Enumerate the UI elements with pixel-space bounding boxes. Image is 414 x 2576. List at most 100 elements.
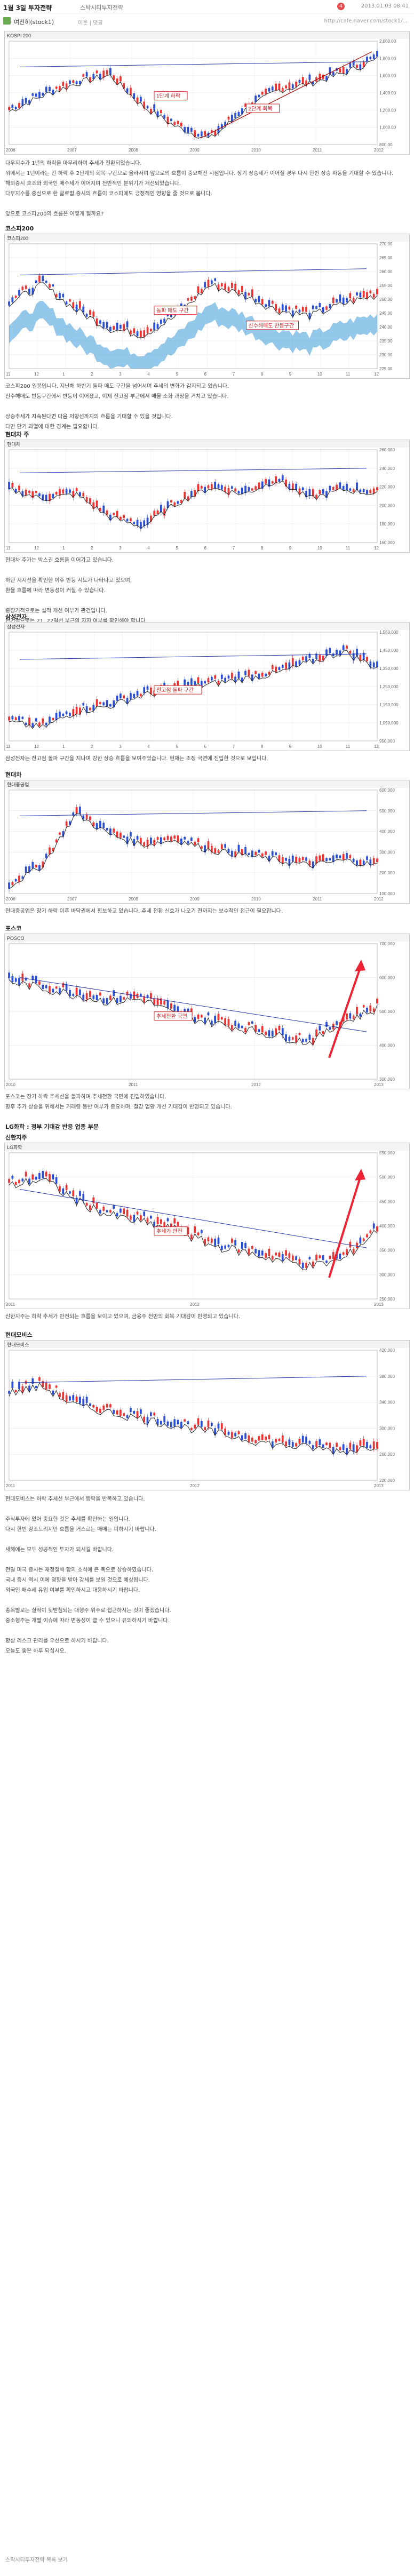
candle-body [194, 130, 196, 138]
candle-body [109, 995, 112, 1000]
candle-body [92, 1197, 95, 1203]
candle-body [301, 77, 304, 84]
x-tick-label: 2011 [313, 897, 322, 902]
candle-body [8, 301, 10, 306]
candle-body [95, 70, 98, 74]
x-tick-label: 8 [261, 546, 264, 551]
candle-body [281, 857, 284, 864]
candle-body [308, 489, 311, 497]
candle-body [248, 487, 250, 491]
candle-body [160, 1421, 162, 1425]
candle-body [120, 324, 122, 329]
candle-body [298, 488, 301, 495]
candle-body [49, 1384, 51, 1389]
candle-body [308, 1441, 311, 1444]
candle-body [21, 876, 24, 879]
y-tick-label: 1,050,000 [379, 721, 399, 725]
candle-body [261, 1250, 264, 1256]
candle-body [285, 1034, 287, 1042]
candle-body [237, 491, 240, 494]
candle-body [59, 832, 61, 835]
post-category[interactable]: 스탁시티투자전략 [80, 4, 123, 11]
x-tick-label: 12 [34, 372, 39, 377]
candle-body [234, 851, 237, 857]
candle-body [268, 1434, 270, 1440]
candle-body [200, 289, 203, 293]
x-tick-label: 11 [346, 744, 351, 749]
x-tick-label: 4 [147, 744, 150, 749]
candle-body [308, 313, 311, 320]
candle-body [295, 82, 297, 87]
author-meta[interactable]: 이웃 | 댓글 [78, 20, 103, 26]
candle-body [349, 1241, 352, 1248]
candle-body [336, 855, 338, 859]
candle-body [366, 292, 368, 299]
candle-body [258, 1436, 260, 1441]
candle-body [234, 1240, 237, 1246]
moving-average-line [9, 1178, 378, 1270]
candle-body [369, 57, 372, 59]
candle-body [28, 983, 30, 988]
chart-header-bar [5, 1341, 409, 1348]
y-tick-label: 1,400.00 [379, 91, 396, 95]
candle-body [254, 298, 257, 302]
plot-frame [9, 449, 378, 543]
section-title-7: 신한지주 [5, 1134, 27, 1141]
candle-body [49, 86, 51, 91]
candle-body [291, 1037, 294, 1040]
plot-frame [9, 1350, 378, 1481]
candle-body [72, 1395, 75, 1401]
y-tick-label: 600,000 [379, 976, 395, 980]
candle-body [352, 298, 355, 303]
candle-body [268, 87, 270, 92]
candle-body [31, 1378, 34, 1384]
candle-body [149, 687, 152, 695]
post-url[interactable]: http://cafe.naver.com/stock1/... [324, 18, 408, 24]
candle-body [38, 275, 41, 282]
x-tick-label: 2011 [313, 148, 322, 153]
candle-body [210, 484, 213, 490]
candle-body [31, 288, 34, 294]
candle-body [278, 83, 281, 90]
candle-body [79, 989, 81, 995]
avatar-icon[interactable] [3, 17, 11, 25]
text-line: 코스피200 일봉입니다. 지난해 하반기 돌파 매도 구간을 넘어서며 추세의… [5, 384, 229, 389]
text-line: 새해에는 모두 성공적인 투자가 되시길 바랍니다. [5, 1547, 114, 1553]
author-name[interactable]: 여전히(stock1) [14, 19, 54, 26]
candle-body [82, 994, 85, 1000]
candle-body [65, 821, 68, 826]
candle-body [305, 1263, 307, 1268]
y-tick-label: 240,000 [379, 466, 395, 471]
candle-body [224, 122, 227, 126]
notification-badge[interactable]: 4 [337, 3, 345, 10]
candle-body [59, 712, 61, 717]
candle-body [248, 292, 250, 296]
text-line: 다만 단기 과열에 대한 경계는 필요합니다. [5, 424, 99, 430]
candle-body [95, 995, 98, 1001]
candle-body [126, 836, 129, 844]
candle-body [336, 650, 338, 655]
text-line [5, 1536, 409, 1543]
x-tick-label: 2012 [251, 1082, 261, 1087]
candle-body [214, 482, 217, 489]
candle-body [177, 501, 179, 504]
candle-body [234, 113, 237, 118]
footer-link[interactable]: 스탁시티투자전략 목록 보기 [5, 2557, 68, 2563]
candle-body [237, 290, 240, 295]
candle-body [120, 1208, 122, 1213]
candle-body [322, 854, 324, 862]
candle-body [288, 484, 291, 490]
candle-body [18, 875, 20, 882]
ichimoku-cloud [9, 301, 377, 369]
x-tick-label: 2 [91, 744, 93, 749]
candle-body [62, 489, 65, 494]
candle-body [305, 491, 307, 498]
candle-body [190, 1234, 193, 1239]
candle-body [244, 847, 247, 854]
candle-body [322, 656, 324, 661]
candle-body [75, 807, 78, 814]
candle-body [89, 816, 91, 820]
candle-body [123, 835, 125, 838]
candle-body [85, 314, 88, 317]
candle-body [99, 1408, 101, 1414]
